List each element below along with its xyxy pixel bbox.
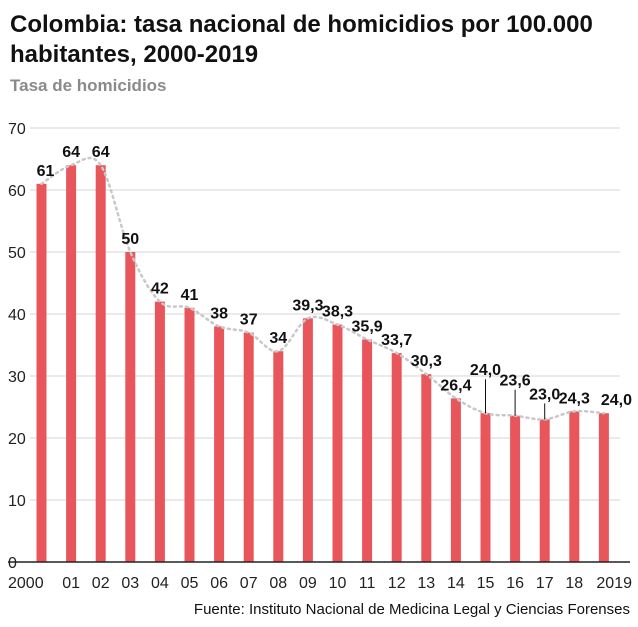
x-tick-label-11: 11 xyxy=(359,575,376,592)
y-tick-label-50: 50 xyxy=(8,245,26,262)
x-tick-label-2019: 2019 xyxy=(596,575,632,592)
bar-13 xyxy=(421,374,432,562)
x-tick-label-14: 14 xyxy=(447,575,465,592)
bar-18 xyxy=(569,411,580,562)
bar-17 xyxy=(539,419,550,562)
bars xyxy=(36,165,609,563)
bar-05 xyxy=(184,307,195,562)
data-label-16: 23,6 xyxy=(500,373,531,390)
data-label-14: 26,4 xyxy=(440,377,471,394)
bar-06 xyxy=(214,326,225,562)
bar-10 xyxy=(332,324,343,562)
trend-line xyxy=(40,156,606,421)
bar-2000 xyxy=(36,183,47,563)
x-axis-ticks: 2000 01 02 03 04 05 06 07 08 09 10 11 12 13 14 15 16 17 18… xyxy=(8,575,632,592)
y-tick-label-0: 0 xyxy=(8,555,17,572)
bar-04 xyxy=(154,301,165,562)
x-tick-label-04: 04 xyxy=(151,575,169,592)
x-tick-label-2000: 2000 xyxy=(8,575,44,592)
data-label-10: 38,3 xyxy=(322,304,353,321)
data-label-11: 35,9 xyxy=(352,318,383,335)
y-tick-label-30: 30 xyxy=(8,369,26,386)
data-label-06: 38 xyxy=(210,305,228,322)
x-tick-label-01: 01 xyxy=(62,575,80,592)
x-tick-label-13: 13 xyxy=(417,575,435,592)
chart-title: Colombia: tasa nacional de homicidios po… xyxy=(10,11,593,68)
data-label-09: 39,3 xyxy=(292,297,323,314)
data-label-08: 34 xyxy=(269,330,287,347)
bar-11 xyxy=(362,339,373,562)
bar-12 xyxy=(391,353,402,562)
bar-07 xyxy=(243,332,254,562)
data-label-15: 24,0 xyxy=(470,362,501,379)
bar-08 xyxy=(273,351,284,562)
data-label-13: 30,3 xyxy=(411,353,442,370)
data-label-07: 37 xyxy=(240,312,258,329)
trend-line-path xyxy=(40,156,606,421)
bar-01 xyxy=(66,165,77,562)
y-tick-label-60: 60 xyxy=(8,183,26,200)
x-tick-label-12: 12 xyxy=(388,575,406,592)
data-labels: 61 64 64 50 42 41 38 37 34 39,338,335,933,7 30,3 26… xyxy=(37,144,633,409)
x-tick-label-17: 17 xyxy=(536,575,554,592)
bar-09 xyxy=(302,318,313,562)
y-tick-label-70: 70 xyxy=(8,121,26,138)
source-note: Fuente: Instituto Nacional de Medicina L… xyxy=(193,601,630,618)
data-label-12: 33,7 xyxy=(381,332,412,349)
bar-15 xyxy=(480,413,491,562)
y-tick-label-40: 40 xyxy=(8,307,26,324)
x-tick-label-10: 10 xyxy=(329,575,347,592)
x-tick-label-02: 02 xyxy=(92,575,110,592)
x-tick-label-03: 03 xyxy=(121,575,139,592)
data-label-03: 50 xyxy=(121,231,139,248)
data-label-18: 24,3 xyxy=(559,390,590,407)
chart-subtitle: Tasa de homicidios xyxy=(10,76,167,95)
bar-2019 xyxy=(598,413,609,562)
data-label-01: 64 xyxy=(62,144,80,161)
data-label-04: 42 xyxy=(151,281,169,298)
data-label-02: 64 xyxy=(92,144,110,161)
y-axis-ticks: 0 10 20 30 40 50 60 70 xyxy=(8,121,26,572)
data-label-2019: 24,0 xyxy=(601,392,632,409)
x-tick-label-15: 15 xyxy=(477,575,495,592)
bar-02 xyxy=(95,165,106,562)
data-label-17: 23,0 xyxy=(529,386,560,403)
label-leader-lines xyxy=(485,379,546,420)
y-tick-label-20: 20 xyxy=(8,431,26,448)
bar-14 xyxy=(450,398,461,562)
bar-16 xyxy=(510,415,521,562)
x-tick-label-06: 06 xyxy=(210,575,228,592)
x-tick-label-05: 05 xyxy=(181,575,199,592)
data-label-05: 41 xyxy=(181,287,199,304)
y-tick-label-10: 10 xyxy=(8,493,26,510)
x-tick-label-16: 16 xyxy=(506,575,524,592)
data-label-2000: 61 xyxy=(37,163,55,180)
x-tick-label-09: 09 xyxy=(299,575,317,592)
x-tick-label-08: 08 xyxy=(269,575,287,592)
x-tick-label-07: 07 xyxy=(240,575,258,592)
bar-03 xyxy=(125,252,136,562)
x-tick-label-18: 18 xyxy=(565,575,583,592)
